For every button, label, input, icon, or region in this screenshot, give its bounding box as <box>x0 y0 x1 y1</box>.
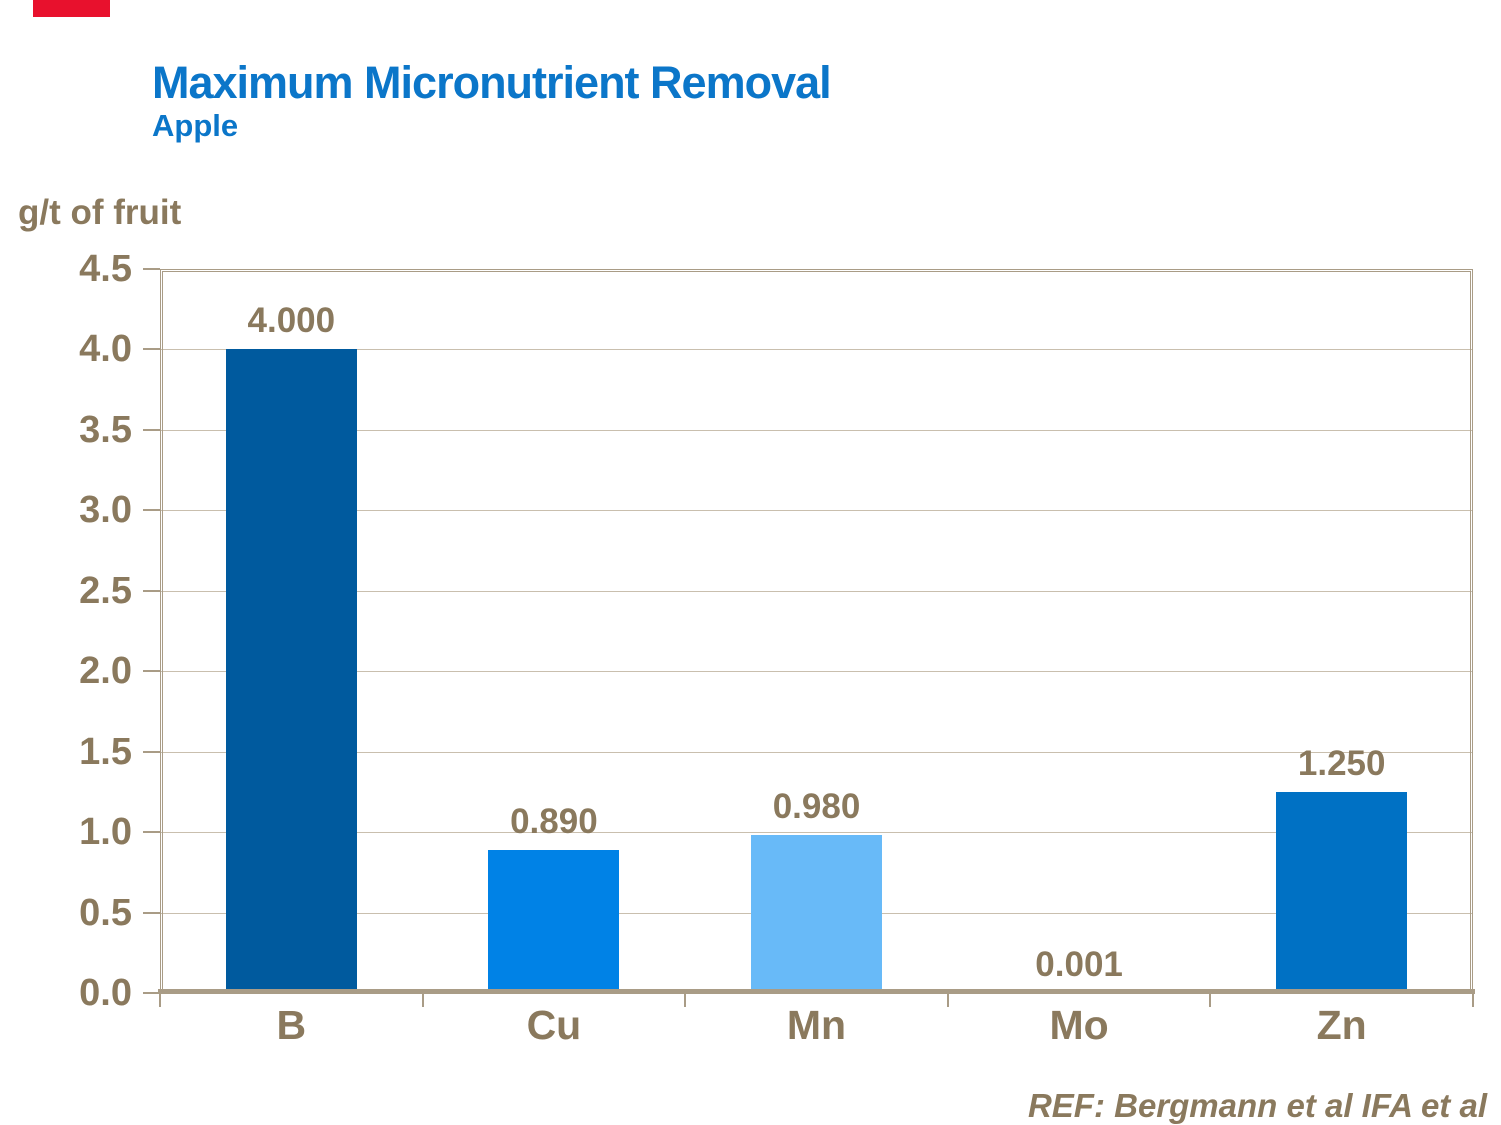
y-tick-label: 4.0 <box>79 328 132 371</box>
x-tick-mark <box>946 993 949 1007</box>
gridline <box>160 510 1473 512</box>
y-tick-mark <box>143 348 160 351</box>
reference-text: REF: Bergmann et al IFA et al <box>1027 1087 1487 1124</box>
chart-subtitle: Apple <box>152 108 239 143</box>
y-tick-mark <box>143 911 160 914</box>
y-tick-label: 0.5 <box>79 891 132 934</box>
gridline <box>160 349 1473 351</box>
bar-value-label: 0.890 <box>510 801 598 841</box>
x-category-label-B: B <box>276 1002 307 1048</box>
gridline <box>160 832 1473 834</box>
y-tick-label: 2.5 <box>79 569 132 612</box>
x-category-label-Cu: Cu <box>526 1002 582 1048</box>
y-tick-mark <box>143 831 160 834</box>
red-accent-bar <box>33 0 110 17</box>
bar-value-label: 4.000 <box>247 301 336 341</box>
bar-B <box>225 349 357 993</box>
bar-Mn <box>751 835 882 993</box>
gridline <box>160 751 1473 753</box>
bar-Zn <box>1276 791 1408 993</box>
y-axis-unit-label: g/t of fruit <box>18 193 182 232</box>
y-tick-label: 1.0 <box>79 811 132 854</box>
y-tick-mark <box>143 268 160 270</box>
x-tick-mark <box>421 993 424 1007</box>
x-tick-mark <box>1472 993 1474 1007</box>
chart-title: Maximum Micronutrient Removal <box>152 57 832 108</box>
gridline <box>160 671 1473 673</box>
y-tick-mark <box>143 509 160 512</box>
bar-value-label: 0.980 <box>772 787 861 827</box>
y-tick-mark <box>143 992 160 994</box>
y-tick-mark <box>143 670 160 673</box>
y-tick-label: 3.0 <box>79 489 132 532</box>
x-tick-mark <box>1209 993 1212 1007</box>
bar-value-label: 0.001 <box>1035 944 1123 984</box>
gridline <box>160 590 1473 592</box>
x-tick-mark <box>684 993 687 1007</box>
x-category-label-Mo: Mo <box>1049 1002 1109 1048</box>
x-axis-baseline <box>158 989 1475 994</box>
y-tick-label: 4.5 <box>79 248 132 290</box>
x-tick-mark <box>159 993 161 1007</box>
y-tick-mark <box>143 428 160 431</box>
x-category-label-Zn: Zn <box>1316 1002 1367 1048</box>
y-tick-mark <box>143 589 160 592</box>
y-tick-label: 2.0 <box>79 650 132 693</box>
plot-area: 4.000 0.890 0.980 0.001 1.250 <box>158 269 1475 994</box>
y-tick-mark <box>143 750 160 753</box>
x-category-label-Mn: Mn <box>786 1002 847 1048</box>
gridline <box>160 429 1473 431</box>
bar-Cu <box>488 849 620 993</box>
y-tick-label: 3.5 <box>79 408 132 451</box>
y-tick-label: 0.0 <box>79 972 132 1014</box>
y-tick-label: 1.5 <box>79 730 132 773</box>
bar-value-label: 1.250 <box>1297 743 1386 783</box>
